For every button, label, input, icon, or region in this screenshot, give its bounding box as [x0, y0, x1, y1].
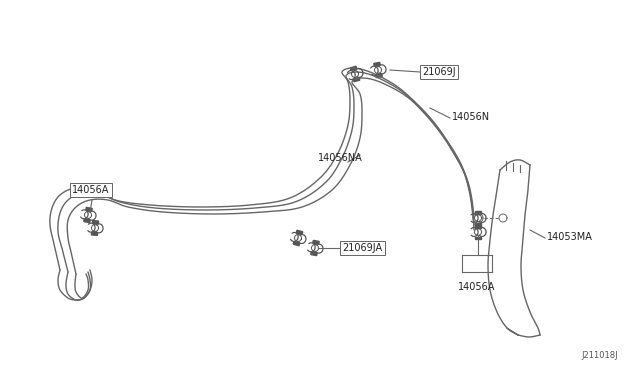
- Text: 21069JA: 21069JA: [342, 243, 382, 253]
- Text: 14056NA: 14056NA: [318, 153, 363, 163]
- Polygon shape: [313, 240, 319, 244]
- Polygon shape: [475, 237, 481, 239]
- Polygon shape: [350, 66, 356, 70]
- Polygon shape: [376, 74, 382, 78]
- Text: 14056N: 14056N: [452, 112, 490, 122]
- Text: 14056A: 14056A: [458, 282, 496, 292]
- Polygon shape: [475, 225, 481, 228]
- Polygon shape: [92, 221, 99, 224]
- Polygon shape: [86, 207, 92, 211]
- Text: 21069J: 21069J: [422, 67, 456, 77]
- Polygon shape: [296, 230, 303, 234]
- Text: J211018J: J211018J: [581, 351, 618, 360]
- Polygon shape: [92, 232, 97, 235]
- Polygon shape: [353, 78, 360, 82]
- Polygon shape: [293, 241, 300, 246]
- Text: 14056A: 14056A: [72, 185, 109, 195]
- Polygon shape: [475, 211, 481, 214]
- Polygon shape: [84, 219, 90, 222]
- Polygon shape: [374, 62, 380, 66]
- Polygon shape: [475, 222, 481, 225]
- Text: 14053MA: 14053MA: [547, 232, 593, 242]
- Polygon shape: [311, 252, 317, 256]
